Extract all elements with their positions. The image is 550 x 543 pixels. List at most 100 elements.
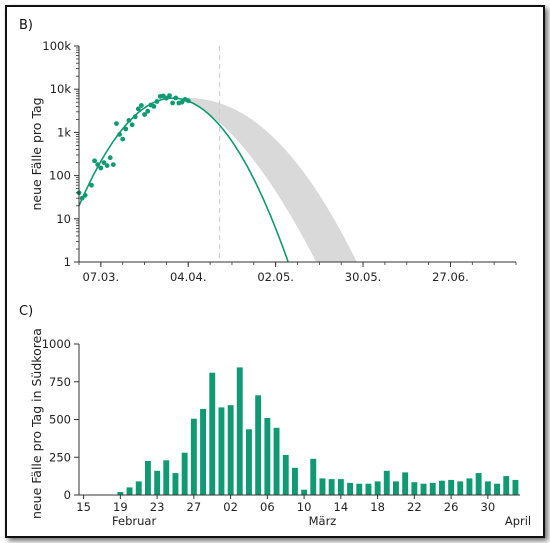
daily-cases-bar: [420, 483, 427, 495]
daily-cases-bar: [439, 480, 445, 495]
daily-cases-bar: [503, 476, 510, 495]
daily-cases-bar: [448, 479, 455, 495]
panel-c-y-tick-label: 1000: [42, 337, 71, 351]
panel-c-x-tick-label: 26: [444, 500, 459, 514]
daily-cases-bar: [172, 473, 179, 495]
panel-c-x-tick-label: 06: [260, 500, 275, 514]
panel-c-y-axis-title: neue Fälle pro Tag in Südkorea: [29, 328, 44, 519]
panel-b-y-tick-label: 1: [64, 255, 71, 269]
daily-cases-bar: [457, 481, 464, 495]
case-data-point: [185, 98, 191, 104]
panel-b-label: B): [19, 18, 33, 33]
daily-cases-bar: [411, 482, 418, 495]
daily-cases-bar: [319, 478, 326, 495]
panel-b-x-tick-label: 27.06.: [432, 270, 469, 284]
case-data-point: [89, 182, 94, 188]
case-data-point: [167, 93, 172, 98]
case-data-point: [79, 195, 85, 201]
figure-canvas: B) neue Fälle pro Tag C) neue Fälle pro …: [19, 18, 531, 528]
daily-cases-bar: [282, 455, 289, 495]
panel-c-x-tick-label: 19: [113, 500, 128, 514]
daily-cases-bar: [310, 458, 317, 495]
case-data-point: [107, 155, 113, 161]
forecast-uncertainty-band: [172, 97, 357, 262]
daily-cases-bar: [163, 460, 170, 495]
daily-cases-bar: [374, 481, 381, 495]
panel-c-x-tick-label: 23: [150, 500, 165, 514]
case-data-point: [82, 192, 88, 198]
case-data-point: [126, 118, 132, 123]
case-data-point: [151, 104, 157, 109]
daily-cases-bar: [512, 479, 519, 495]
daily-cases-bar: [484, 481, 491, 495]
daily-cases-bar: [200, 408, 206, 495]
panel-c-y-tick-label: 250: [49, 450, 71, 464]
daily-cases-bar: [246, 429, 252, 495]
daily-cases-bar: [255, 395, 262, 495]
daily-cases-bar: [190, 418, 197, 495]
daily-cases-bar: [393, 481, 399, 495]
daily-cases-bar: [117, 492, 124, 495]
panel-c-month-label: April: [505, 514, 531, 528]
daily-cases-bar: [273, 427, 280, 495]
case-data-point: [95, 162, 101, 168]
model-fit-line: [78, 97, 289, 263]
daily-cases-bar: [145, 461, 151, 495]
panel-b-y-tick-label: 10k: [50, 82, 72, 96]
daily-cases-bar: [227, 405, 234, 495]
daily-cases-bar: [494, 483, 500, 495]
panel-c-month-label: Februar: [112, 514, 156, 528]
panel-b-x-tick-label: 07.03.: [83, 270, 120, 284]
daily-cases-bar: [475, 473, 482, 495]
panel-c-x-tick-label: 10: [297, 500, 312, 514]
case-data-point: [145, 108, 151, 114]
panel-c-x-tick-label: 18: [370, 500, 385, 514]
case-data-point: [132, 114, 138, 120]
case-data-point: [117, 132, 122, 137]
case-data-point: [135, 106, 141, 112]
panel-c-x-tick-label: 27: [187, 500, 202, 514]
figure-frame: B) neue Fälle pro Tag C) neue Fälle pro …: [5, 5, 545, 538]
daily-cases-bar: [292, 467, 298, 495]
daily-cases-bar: [126, 487, 133, 495]
case-data-point: [92, 158, 97, 164]
case-data-point: [129, 122, 135, 128]
case-data-point: [142, 112, 148, 117]
panel-b-y-tick-label: 1k: [57, 125, 71, 139]
panel-b-x-tick-label: 04.04.: [170, 270, 207, 284]
case-data-point: [120, 136, 126, 142]
panel-c-x-tick-label: 30: [481, 500, 496, 514]
panel-b-y-tick-label: 100: [49, 169, 71, 183]
panel-c-y-tick-label: 500: [49, 413, 71, 427]
case-data-point: [170, 100, 176, 106]
panel-b-x-tick-label: 30.05.: [345, 270, 382, 284]
case-data-point: [101, 160, 107, 166]
daily-cases-bar: [135, 481, 142, 495]
daily-cases-bar: [347, 482, 353, 495]
panel-b-y-tick-label: 100k: [42, 39, 71, 53]
panel-c-y-tick-label: 750: [49, 375, 71, 389]
daily-cases-bar: [218, 407, 225, 495]
daily-cases-bar: [209, 372, 216, 495]
case-data-point: [173, 95, 179, 101]
daily-cases-bar: [466, 478, 473, 495]
panel-b-y-axis-title: neue Fälle pro Tag: [29, 97, 44, 210]
daily-cases-bar: [264, 418, 271, 495]
daily-cases-bar: [365, 483, 372, 495]
daily-cases-bar: [383, 470, 390, 495]
panel-c-month-label: März: [309, 514, 337, 528]
daily-cases-bar: [429, 482, 436, 495]
case-data-point: [114, 121, 119, 126]
panel-c-x-tick-label: 02: [223, 500, 238, 514]
daily-cases-bar: [402, 472, 409, 495]
panel-b-y-tick-label: 10: [56, 212, 71, 226]
daily-cases-bar: [301, 489, 308, 495]
panel-c-x-tick-label: 22: [407, 500, 422, 514]
case-data-point: [104, 163, 110, 169]
daily-cases-bar: [181, 452, 188, 495]
panel-c-y-tick-label: 0: [64, 488, 71, 502]
case-data-point: [110, 162, 116, 168]
case-data-point: [139, 103, 144, 108]
panel-c-x-tick-label: 15: [76, 500, 91, 514]
daily-cases-bar: [154, 470, 161, 495]
